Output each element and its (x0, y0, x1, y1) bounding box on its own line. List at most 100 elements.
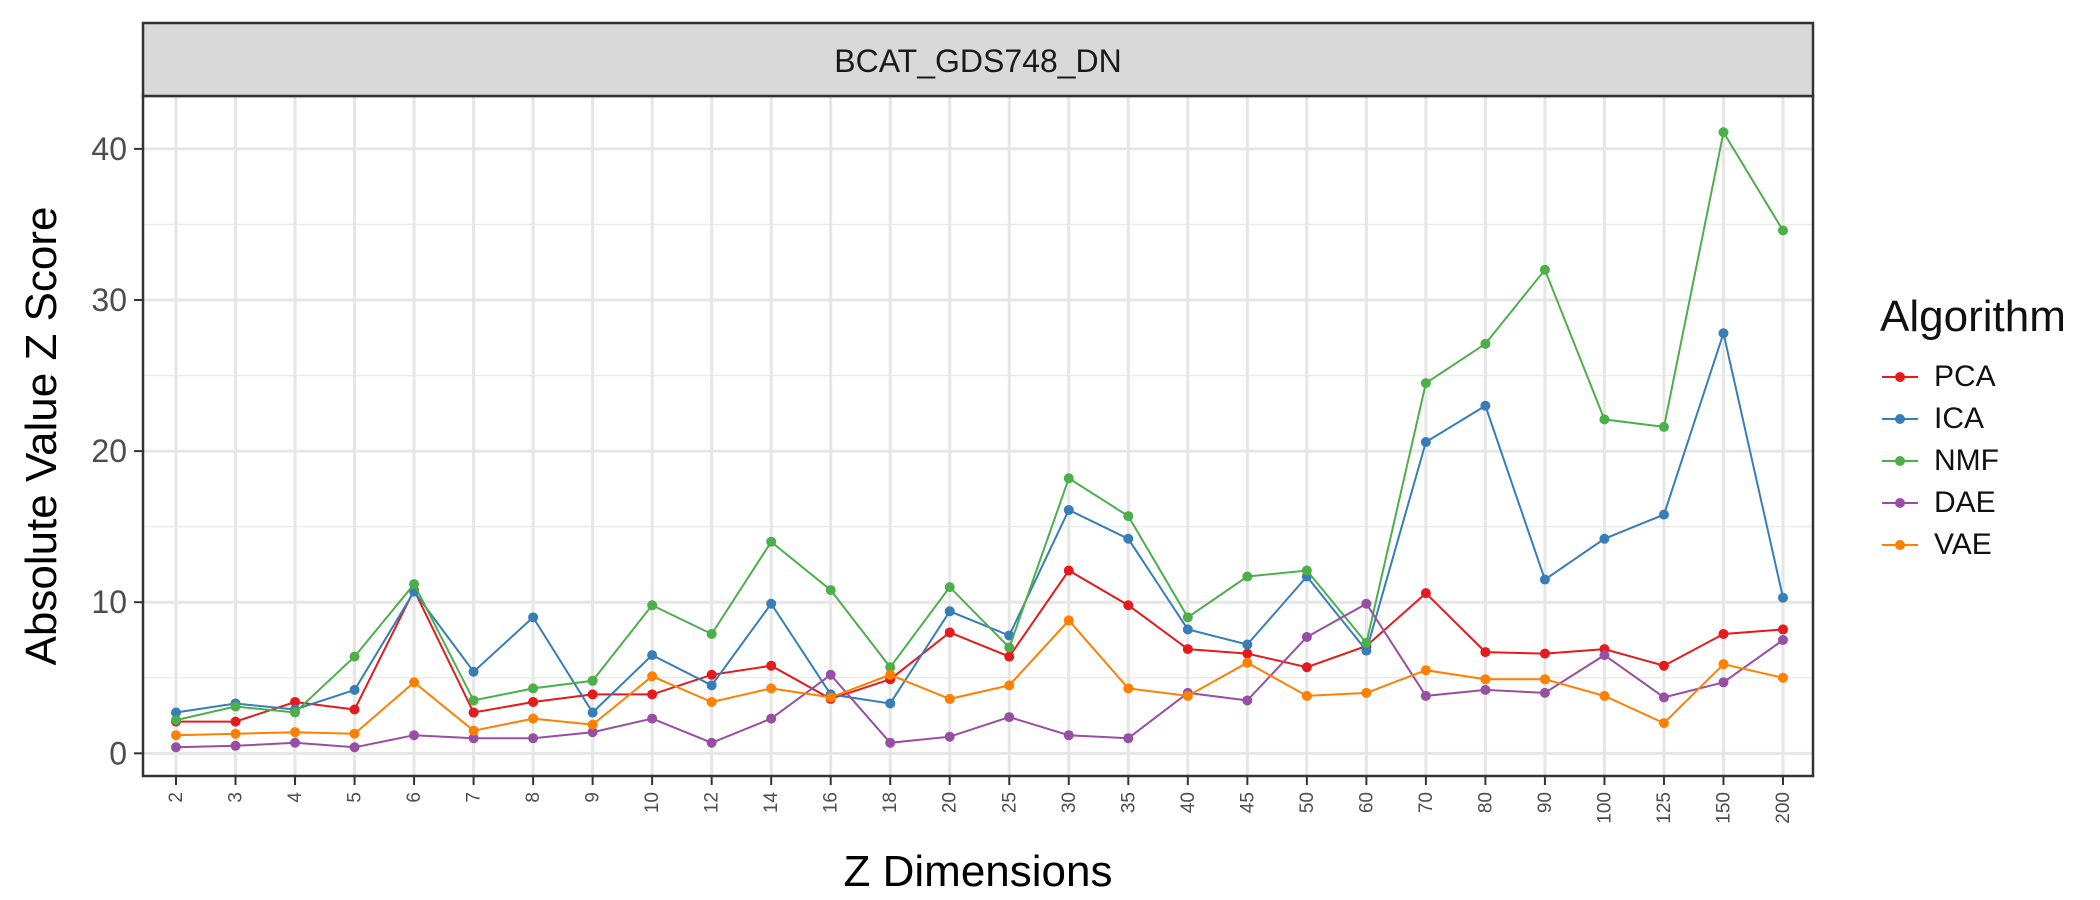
x-tick-label: 80 (1475, 792, 1496, 813)
data-point-nmf (766, 536, 777, 547)
data-point-ica (706, 680, 717, 691)
data-point-nmf (647, 600, 658, 611)
data-point-dae (1361, 598, 1372, 609)
data-point-pca (528, 696, 539, 707)
facet-title: BCAT_GDS748_DN (834, 43, 1122, 79)
data-point-pca (290, 696, 301, 707)
data-point-nmf (1123, 511, 1134, 522)
legend-key-nmf (1880, 449, 1920, 473)
data-point-nmf (230, 701, 241, 712)
facet-strip (141, 21, 1815, 98)
data-point-vae (1599, 690, 1610, 701)
data-point-dae (647, 713, 658, 724)
x-tick-label: 10 (642, 792, 663, 813)
data-point-nmf (1301, 565, 1312, 576)
legend-items: PCA ICA NMF DAE VAE (1880, 356, 2066, 566)
x-tick-label: 200 (1773, 792, 1794, 824)
data-point-ica (1242, 639, 1253, 650)
data-point-ica (1778, 592, 1788, 603)
data-point-dae (1480, 684, 1491, 695)
x-tick-label: 90 (1535, 792, 1556, 813)
data-point-vae (706, 696, 717, 707)
data-point-dae (944, 731, 955, 742)
data-point-dae (825, 669, 836, 680)
data-point-pca (944, 627, 955, 638)
data-point-nmf (1480, 338, 1491, 349)
legend-key-point (1895, 456, 1905, 466)
data-point-ica (1182, 624, 1193, 635)
data-point-dae (409, 730, 420, 741)
data-point-nmf (1063, 473, 1074, 484)
data-point-pca (1301, 662, 1312, 673)
data-point-nmf (1778, 225, 1788, 236)
data-point-dae (1301, 631, 1312, 642)
data-point-dae (885, 737, 896, 748)
data-point-nmf (1599, 414, 1610, 425)
data-point-nmf (349, 651, 360, 662)
data-point-vae (1063, 615, 1074, 626)
series-line-ica (175, 329, 1784, 715)
legend-item-vae: VAE (1880, 524, 2066, 566)
data-point-dae (1599, 650, 1610, 661)
data-point-vae (1420, 665, 1431, 676)
x-tick-label: 25 (999, 792, 1020, 813)
data-point-vae (230, 728, 241, 739)
data-point-ica (1658, 509, 1669, 520)
data-point-ica (171, 707, 181, 718)
data-point-dae (1658, 692, 1669, 703)
legend-key-point (1895, 414, 1905, 424)
data-point-nmf (1182, 612, 1193, 623)
data-point-vae (647, 671, 658, 682)
data-point-dae (1123, 733, 1134, 744)
data-point-ica (1420, 437, 1431, 448)
data-point-dae (1718, 677, 1729, 688)
data-point-dae (528, 733, 539, 744)
y-tick-label: 0 (109, 735, 127, 771)
x-tick-label: 60 (1356, 792, 1377, 813)
x-tick-label: 2 (166, 792, 187, 803)
data-point-vae (1242, 657, 1253, 668)
legend-label-dae: DAE (1934, 486, 1996, 519)
data-point-nmf (706, 628, 717, 639)
x-tick-label: 30 (1059, 792, 1080, 813)
data-point-dae (1242, 695, 1253, 706)
data-point-nmf (1004, 642, 1015, 653)
data-point-ica (528, 612, 539, 623)
data-point-pca (1658, 660, 1669, 671)
data-point-ica (349, 684, 360, 695)
data-point-dae (766, 713, 777, 724)
x-tick-label: 100 (1594, 792, 1615, 824)
data-point-dae (349, 742, 360, 753)
data-point-pca (230, 716, 241, 727)
y-axis-title: Absolute Value Z Score (17, 207, 66, 666)
x-tick-label: 150 (1713, 792, 1734, 824)
data-point-vae (290, 727, 301, 738)
data-point-nmf (1718, 127, 1729, 138)
series-line-vae (175, 618, 1784, 737)
data-point-vae (825, 692, 836, 703)
x-tick-label: 70 (1416, 792, 1437, 813)
data-point-nmf (587, 675, 598, 686)
legend-item-dae: DAE (1880, 482, 2066, 524)
legend-title: Algorithm (1880, 292, 2066, 341)
data-point-dae (587, 727, 598, 738)
data-point-pca (1778, 624, 1788, 635)
data-point-pca (1539, 648, 1550, 659)
x-tick-label: 18 (880, 792, 901, 813)
data-point-ica (1480, 400, 1491, 411)
data-point-vae (171, 730, 181, 741)
x-tick-label: 16 (821, 792, 842, 813)
x-tick-label: 4 (285, 792, 306, 803)
data-point-nmf (409, 579, 420, 590)
legend-key-point (1895, 540, 1905, 550)
legend-key-ica (1880, 407, 1920, 431)
data-point-vae (1778, 672, 1788, 683)
data-point-vae (885, 669, 896, 680)
data-point-vae (1718, 659, 1729, 670)
data-point-nmf (1658, 421, 1669, 432)
data-point-dae (1420, 690, 1431, 701)
data-point-nmf (825, 585, 836, 596)
data-point-vae (1004, 680, 1015, 691)
data-point-dae (290, 737, 301, 748)
